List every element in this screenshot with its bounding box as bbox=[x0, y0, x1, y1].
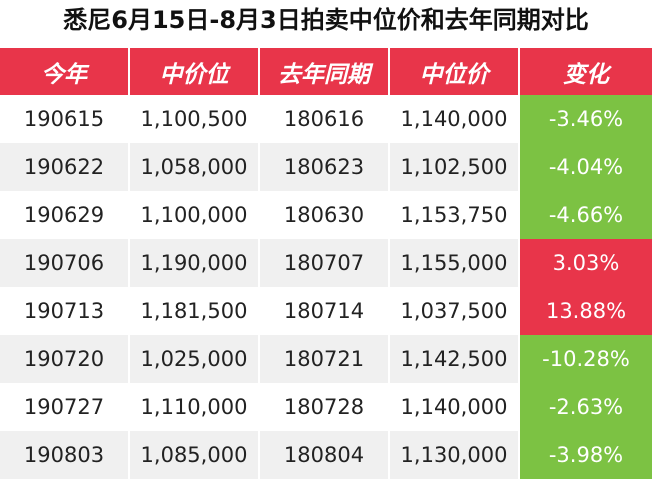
cell-this-year-date: 190727 bbox=[0, 383, 130, 431]
table-row: 190803 1,085,000 180804 1,130,000 -3.98% bbox=[0, 431, 652, 479]
header-median-price-last-year: 中位价 bbox=[390, 48, 520, 95]
cell-last-year-date: 180623 bbox=[260, 143, 390, 191]
cell-last-year-date: 180714 bbox=[260, 287, 390, 335]
cell-change: 3.03% bbox=[520, 239, 652, 287]
cell-median-last-year: 1,102,500 bbox=[390, 143, 520, 191]
table-row: 190713 1,181,500 180714 1,037,500 13.88% bbox=[0, 287, 652, 335]
cell-median-last-year: 1,140,000 bbox=[390, 383, 520, 431]
cell-median-last-year: 1,142,500 bbox=[390, 335, 520, 383]
cell-change: -3.46% bbox=[520, 95, 652, 143]
cell-this-year-date: 190720 bbox=[0, 335, 130, 383]
cell-change: -4.04% bbox=[520, 143, 652, 191]
cell-median-last-year: 1,140,000 bbox=[390, 95, 520, 143]
cell-change: -4.66% bbox=[520, 191, 652, 239]
cell-median-this-year: 1,058,000 bbox=[130, 143, 260, 191]
cell-change: 13.88% bbox=[520, 287, 652, 335]
table-body: 190615 1,100,500 180616 1,140,000 -3.46% 1906… bbox=[0, 95, 652, 479]
cell-this-year-date: 190713 bbox=[0, 287, 130, 335]
cell-median-last-year: 1,153,750 bbox=[390, 191, 520, 239]
chart-title: 悉尼6月15日-8月3日拍卖中位价和去年同期对比 bbox=[63, 6, 589, 34]
cell-this-year-date: 190615 bbox=[0, 95, 130, 143]
cell-this-year-date: 190622 bbox=[0, 143, 130, 191]
cell-last-year-date: 180616 bbox=[260, 95, 390, 143]
table-row: 190615 1,100,500 180616 1,140,000 -3.46% bbox=[0, 95, 652, 143]
cell-last-year-date: 180804 bbox=[260, 431, 390, 479]
cell-last-year-date: 180728 bbox=[260, 383, 390, 431]
cell-median-this-year: 1,190,000 bbox=[130, 239, 260, 287]
cell-median-this-year: 1,100,000 bbox=[130, 191, 260, 239]
cell-change: -10.28% bbox=[520, 335, 652, 383]
cell-median-this-year: 1,100,500 bbox=[130, 95, 260, 143]
cell-median-this-year: 1,085,000 bbox=[130, 431, 260, 479]
cell-median-last-year: 1,037,500 bbox=[390, 287, 520, 335]
cell-last-year-date: 180707 bbox=[260, 239, 390, 287]
table-row: 190727 1,110,000 180728 1,140,000 -2.63% bbox=[0, 383, 652, 431]
header-last-year: 去年同期 bbox=[260, 48, 390, 95]
table-row: 190720 1,025,000 180721 1,142,500 -10.28% bbox=[0, 335, 652, 383]
cell-median-last-year: 1,155,000 bbox=[390, 239, 520, 287]
auction-median-table: 今年 中价位 去年同期 中位价 变化 190615 1,100,500 180616… bbox=[0, 48, 652, 479]
table-row: 190622 1,058,000 180623 1,102,500 -4.04% bbox=[0, 143, 652, 191]
cell-this-year-date: 190629 bbox=[0, 191, 130, 239]
cell-last-year-date: 180721 bbox=[260, 335, 390, 383]
header-change: 变化 bbox=[520, 48, 652, 95]
cell-change: -2.63% bbox=[520, 383, 652, 431]
cell-median-this-year: 1,025,000 bbox=[130, 335, 260, 383]
cell-median-last-year: 1,130,000 bbox=[390, 431, 520, 479]
cell-median-this-year: 1,181,500 bbox=[130, 287, 260, 335]
cell-change: -3.98% bbox=[520, 431, 652, 479]
header-this-year: 今年 bbox=[0, 48, 130, 95]
cell-median-this-year: 1,110,000 bbox=[130, 383, 260, 431]
cell-this-year-date: 190803 bbox=[0, 431, 130, 479]
table-row: 190629 1,100,000 180630 1,153,750 -4.66% bbox=[0, 191, 652, 239]
header-row: 今年 中价位 去年同期 中位价 变化 bbox=[0, 48, 652, 95]
header-median-price-this-year: 中价位 bbox=[130, 48, 260, 95]
cell-this-year-date: 190706 bbox=[0, 239, 130, 287]
cell-last-year-date: 180630 bbox=[260, 191, 390, 239]
table-row: 190706 1,190,000 180707 1,155,000 3.03% bbox=[0, 239, 652, 287]
